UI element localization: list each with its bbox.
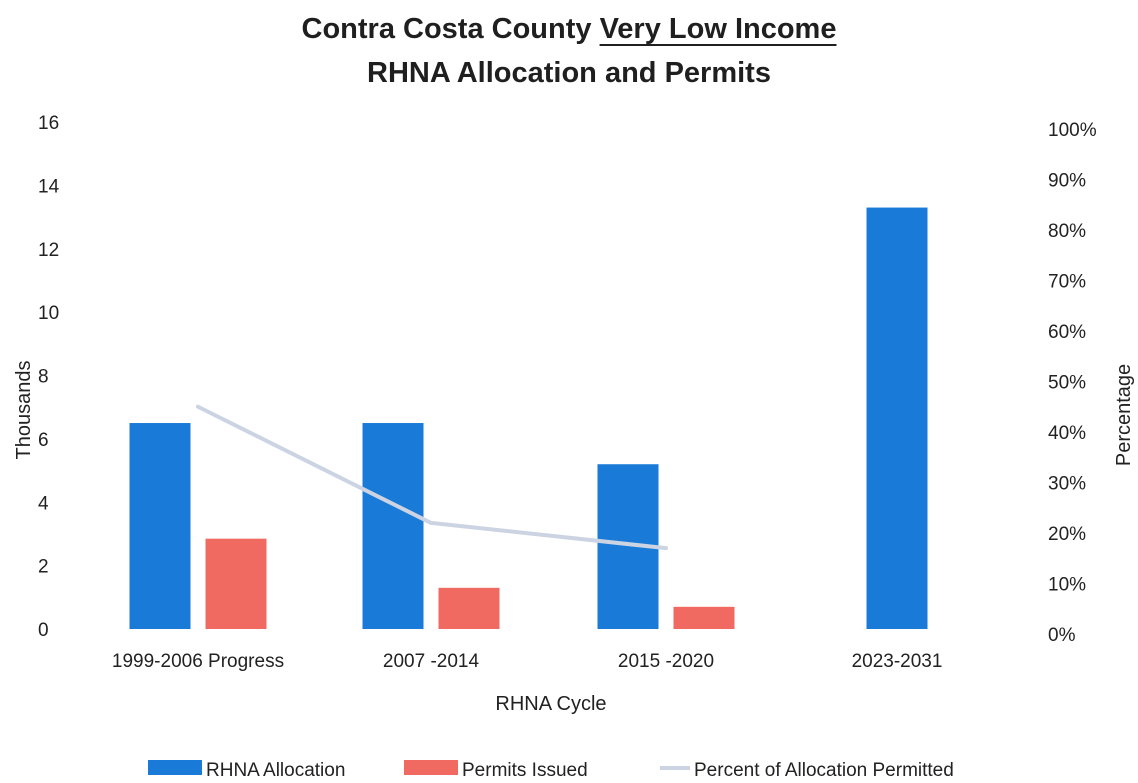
y2-tick-label: 20% bbox=[1048, 524, 1086, 545]
y-tick-label: 14 bbox=[38, 176, 60, 197]
x-tick-label: 2023-2031 bbox=[852, 651, 943, 672]
line-percent-of-allocation-permitted bbox=[196, 404, 668, 551]
x-tick-label: 1999-2006 Progress bbox=[112, 651, 284, 672]
y2-axis-label: Percentage bbox=[1113, 364, 1135, 466]
y2-tick-label: 60% bbox=[1048, 322, 1086, 343]
x-tick-label: 2015 -2020 bbox=[618, 651, 714, 672]
legend-swatch bbox=[404, 760, 458, 775]
y-axis-right: 0% 10% 20% 30% 40% 50% 60% 70% 80% 90% 100% bbox=[1048, 120, 1097, 646]
y2-tick-label: 70% bbox=[1048, 272, 1086, 293]
bar-rhna-allocation bbox=[129, 423, 191, 629]
bar-rhna-allocation bbox=[362, 423, 424, 629]
y2-tick-label: 90% bbox=[1048, 171, 1086, 192]
y-axis-label: Thousands bbox=[13, 361, 35, 460]
y-tick-label: 2 bbox=[38, 557, 49, 578]
x-axis-label: RHNA Cycle bbox=[495, 693, 606, 715]
chart-title: Contra Costa County Very Low Income RHNA… bbox=[302, 13, 837, 89]
y-tick-label: 16 bbox=[38, 113, 59, 134]
y2-tick-label: 30% bbox=[1048, 474, 1086, 495]
lines bbox=[196, 404, 668, 551]
legend-label: Permits Issued bbox=[462, 760, 588, 781]
y2-tick-label: 40% bbox=[1048, 423, 1086, 444]
legend-swatch bbox=[148, 760, 202, 775]
y2-tick-label: 0% bbox=[1048, 625, 1076, 646]
y-tick-label: 8 bbox=[38, 367, 49, 388]
title-emphasis-text: Very Low Income bbox=[600, 13, 837, 45]
y2-tick-label: 10% bbox=[1048, 575, 1086, 596]
y-tick-label: 4 bbox=[38, 493, 49, 514]
legend: RHNA Allocation Permits Issued Percent of … bbox=[148, 760, 954, 781]
bar-permits-issued bbox=[205, 538, 267, 629]
y2-tick-label: 50% bbox=[1048, 373, 1086, 394]
y-tick-label: 10 bbox=[38, 303, 59, 324]
y-axis-left: 0 2 4 6 8 10 12 14 16 bbox=[38, 113, 60, 641]
x-tick-label: 2007 -2014 bbox=[383, 651, 480, 672]
title-text: Contra Costa County bbox=[302, 13, 600, 45]
x-axis: 1999-2006 Progress 2007 -2014 2015 -2020 20… bbox=[112, 651, 943, 672]
y-tick-label: 0 bbox=[38, 620, 49, 641]
y-tick-label: 12 bbox=[38, 240, 59, 261]
chart-title-line-2: RHNA Allocation and Permits bbox=[367, 57, 771, 89]
bars bbox=[129, 207, 928, 629]
bar-permits-issued bbox=[673, 606, 735, 629]
legend-label: Percent of Allocation Permitted bbox=[694, 760, 954, 781]
y2-tick-label: 80% bbox=[1048, 221, 1086, 242]
bar-permits-issued bbox=[438, 587, 500, 629]
legend-label: RHNA Allocation bbox=[206, 760, 345, 781]
y-tick-label: 6 bbox=[38, 430, 49, 451]
chart-title-line-1: Contra Costa County Very Low Income bbox=[302, 13, 837, 45]
bar-rhna-allocation bbox=[866, 207, 928, 629]
y2-tick-label: 100% bbox=[1048, 120, 1097, 141]
